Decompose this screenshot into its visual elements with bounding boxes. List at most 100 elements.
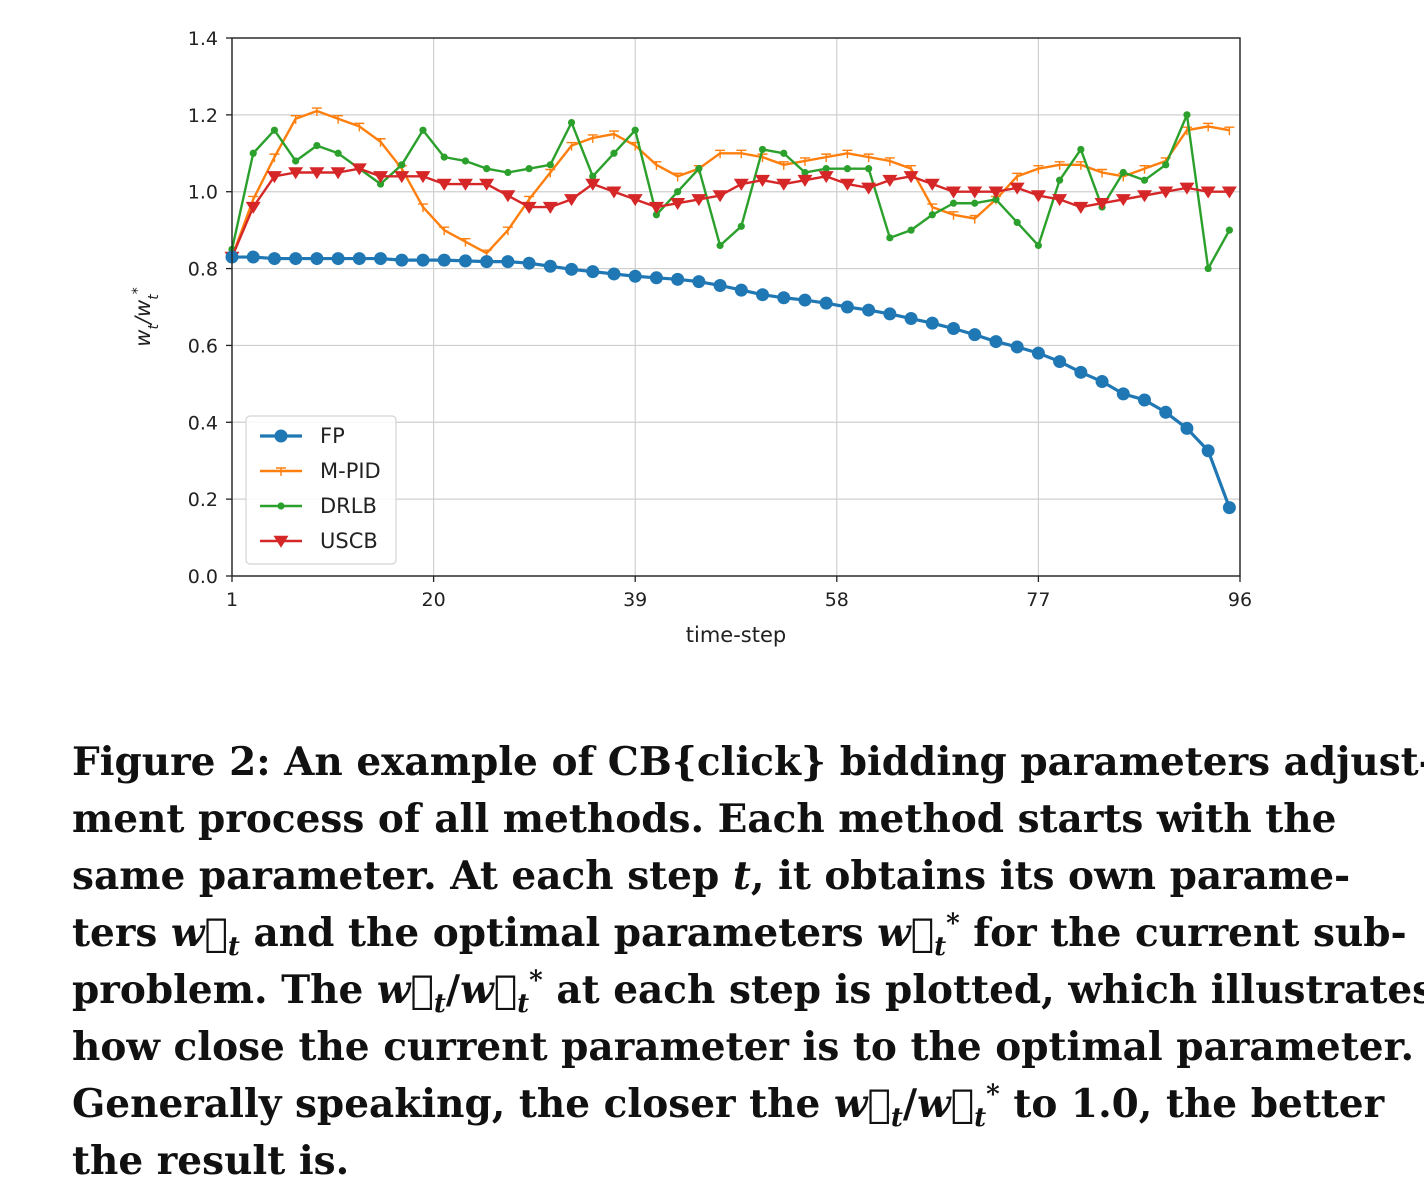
data-point <box>863 153 874 163</box>
data-point <box>504 168 512 177</box>
data-point <box>818 171 834 184</box>
data-point <box>778 161 789 170</box>
data-point <box>565 262 579 276</box>
caption-line: Generally speaking, the closer the w⃗t/w… <box>72 1080 1385 1133</box>
data-point <box>334 149 342 157</box>
y-tick-label: 1.0 <box>188 182 218 204</box>
data-point <box>1077 145 1085 154</box>
data-point <box>777 291 791 305</box>
legend-marker <box>276 467 286 476</box>
data-point <box>1097 168 1108 178</box>
data-point <box>439 226 450 236</box>
data-point <box>437 253 451 267</box>
data-point <box>799 157 810 166</box>
x-tick-label: 20 <box>422 589 446 611</box>
y-tick-label: 0.4 <box>188 412 218 434</box>
data-point <box>522 256 536 270</box>
data-point <box>1137 190 1153 203</box>
caption-line: ment process of all methods. Each method… <box>72 796 1337 842</box>
data-point <box>651 161 662 170</box>
data-point <box>947 322 961 336</box>
data-point <box>968 328 982 342</box>
data-point <box>269 153 280 163</box>
data-point <box>246 250 260 264</box>
data-point <box>755 174 771 187</box>
data-point <box>1139 164 1150 174</box>
data-point <box>861 182 877 195</box>
data-point <box>1203 122 1214 132</box>
data-point <box>585 178 601 191</box>
legend-label: M-PID <box>320 459 381 483</box>
data-point <box>798 293 812 307</box>
y-tick-label: 0.6 <box>188 335 218 357</box>
data-point <box>416 253 430 267</box>
plot-frame <box>231 37 1241 577</box>
data-point <box>884 157 895 166</box>
data-point <box>1033 164 1044 174</box>
caption-line: same parameter. At each step t, it obtai… <box>72 853 1351 899</box>
data-point <box>691 194 707 207</box>
legend-item-fp: FP <box>260 424 345 448</box>
y-tick-label: 0.2 <box>188 489 218 511</box>
data-point <box>1221 186 1237 199</box>
data-point <box>589 172 597 180</box>
data-point <box>1138 393 1152 407</box>
data-point <box>501 255 515 269</box>
data-point <box>712 190 728 203</box>
data-point <box>1225 226 1233 234</box>
data-point <box>290 115 301 124</box>
data-point <box>398 161 406 169</box>
data-point <box>521 201 537 214</box>
data-point <box>415 171 431 184</box>
data-point <box>883 307 897 321</box>
data-point <box>288 167 304 180</box>
data-point <box>479 178 495 191</box>
data-point <box>310 252 324 266</box>
data-point <box>670 197 686 210</box>
data-point <box>780 149 788 157</box>
data-point <box>352 252 366 266</box>
data-point <box>839 178 855 191</box>
data-point <box>1140 176 1149 184</box>
data-point <box>311 107 322 117</box>
legend-label: USCB <box>320 529 378 553</box>
data-point <box>458 254 472 268</box>
data-point <box>842 149 853 159</box>
data-point <box>628 269 642 283</box>
data-point <box>819 296 833 310</box>
x-tick-label: 96 <box>1228 589 1252 611</box>
data-point <box>989 335 1003 349</box>
caption-line: problem. The w⃗t/w⃗t* at each step is pl… <box>72 966 1424 1019</box>
x-tick-label: 1 <box>226 589 238 611</box>
data-point <box>631 126 639 134</box>
data-point <box>1010 340 1024 354</box>
data-point <box>903 171 919 184</box>
data-point <box>502 226 513 236</box>
data-point <box>716 241 724 250</box>
data-point <box>460 237 471 247</box>
data-point <box>564 194 580 207</box>
data-point <box>1094 197 1110 210</box>
data-point <box>822 165 830 173</box>
legend-item-drlb: DRLB <box>260 494 377 518</box>
data-point <box>1119 168 1127 177</box>
data-point <box>1074 365 1088 379</box>
data-point <box>1052 194 1068 207</box>
series-line <box>230 113 1231 270</box>
data-point <box>648 201 664 214</box>
data-point <box>925 316 939 330</box>
data-point <box>607 267 621 281</box>
data-point <box>587 134 598 143</box>
x-tick-label: 77 <box>1026 589 1050 611</box>
data-point <box>969 214 980 224</box>
legend-label: DRLB <box>320 494 377 518</box>
data-point <box>1116 387 1130 401</box>
data-point <box>440 153 448 161</box>
data-point <box>1222 501 1236 515</box>
data-point <box>971 199 979 207</box>
caption-line: Figure 2: An example of CB{click} biddin… <box>72 739 1424 785</box>
data-point <box>249 149 257 157</box>
data-point <box>1073 201 1089 214</box>
x-axis-label: time-step <box>686 623 786 647</box>
data-point <box>733 178 749 191</box>
